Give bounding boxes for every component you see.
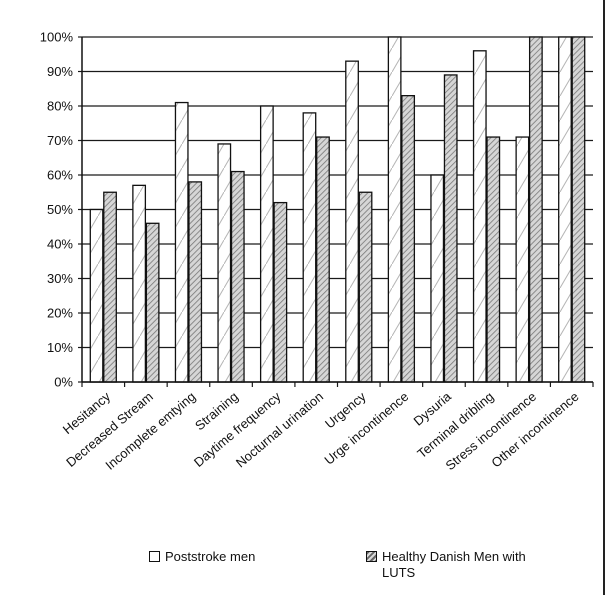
y-tick-label: 70% — [47, 133, 73, 148]
bar-series-1 — [430, 174, 445, 383]
bar-series-2 — [486, 136, 501, 383]
bar-series-1 — [259, 105, 274, 383]
bar-series-2 — [443, 74, 458, 383]
bars — [89, 36, 586, 383]
bar-series-2 — [273, 201, 288, 383]
y-tick-label: 80% — [47, 99, 73, 114]
bar-series-2 — [103, 191, 117, 383]
bar-series-2 — [571, 36, 586, 383]
y-tick-label: 100% — [40, 30, 74, 45]
bar-series-1 — [515, 136, 530, 383]
y-tick-label: 0% — [54, 375, 73, 390]
legend-item-series-1: Poststroke men — [149, 549, 255, 565]
y-tick-label: 20% — [47, 306, 73, 321]
bar-series-1 — [387, 36, 402, 383]
legend-label: Healthy Danish Men with LUTS — [382, 549, 526, 580]
bar-series-2 — [401, 95, 416, 383]
y-tick-label: 40% — [47, 237, 73, 252]
legend-label: Poststroke men — [165, 549, 256, 564]
y-tick-label: 30% — [47, 271, 73, 286]
bar-series-2 — [316, 136, 330, 383]
bar-series-1 — [558, 36, 572, 383]
legend-swatch-icon — [149, 551, 160, 562]
bar-series-2 — [188, 181, 203, 383]
y-axis-ticks: 0% 10% 20% 30% 40% 50% 60% 70% 80% 90% 100% — [40, 30, 82, 390]
bar-series-1 — [89, 208, 104, 383]
bar-series-1 — [217, 143, 232, 383]
y-tick-label: 90% — [47, 64, 73, 79]
y-tick-label: 10% — [47, 340, 73, 355]
bar-series-1 — [345, 60, 359, 383]
axes — [81, 37, 594, 387]
legend-item-series-2: Healthy Danish Men with LUTS — [366, 549, 532, 581]
bar-series-2 — [358, 191, 373, 383]
y-tick-label: 50% — [47, 202, 73, 217]
bar-series-1 — [174, 101, 189, 383]
bar-series-2 — [230, 170, 245, 383]
legend-swatch-icon — [366, 551, 377, 562]
gridlines — [82, 36, 593, 383]
bar-series-2 — [145, 222, 160, 383]
bar-series-1 — [302, 112, 317, 383]
bar-series-1 — [132, 184, 147, 383]
bar-series-1 — [472, 50, 487, 383]
y-tick-label: 60% — [47, 168, 73, 183]
bar-series-2 — [528, 36, 543, 383]
